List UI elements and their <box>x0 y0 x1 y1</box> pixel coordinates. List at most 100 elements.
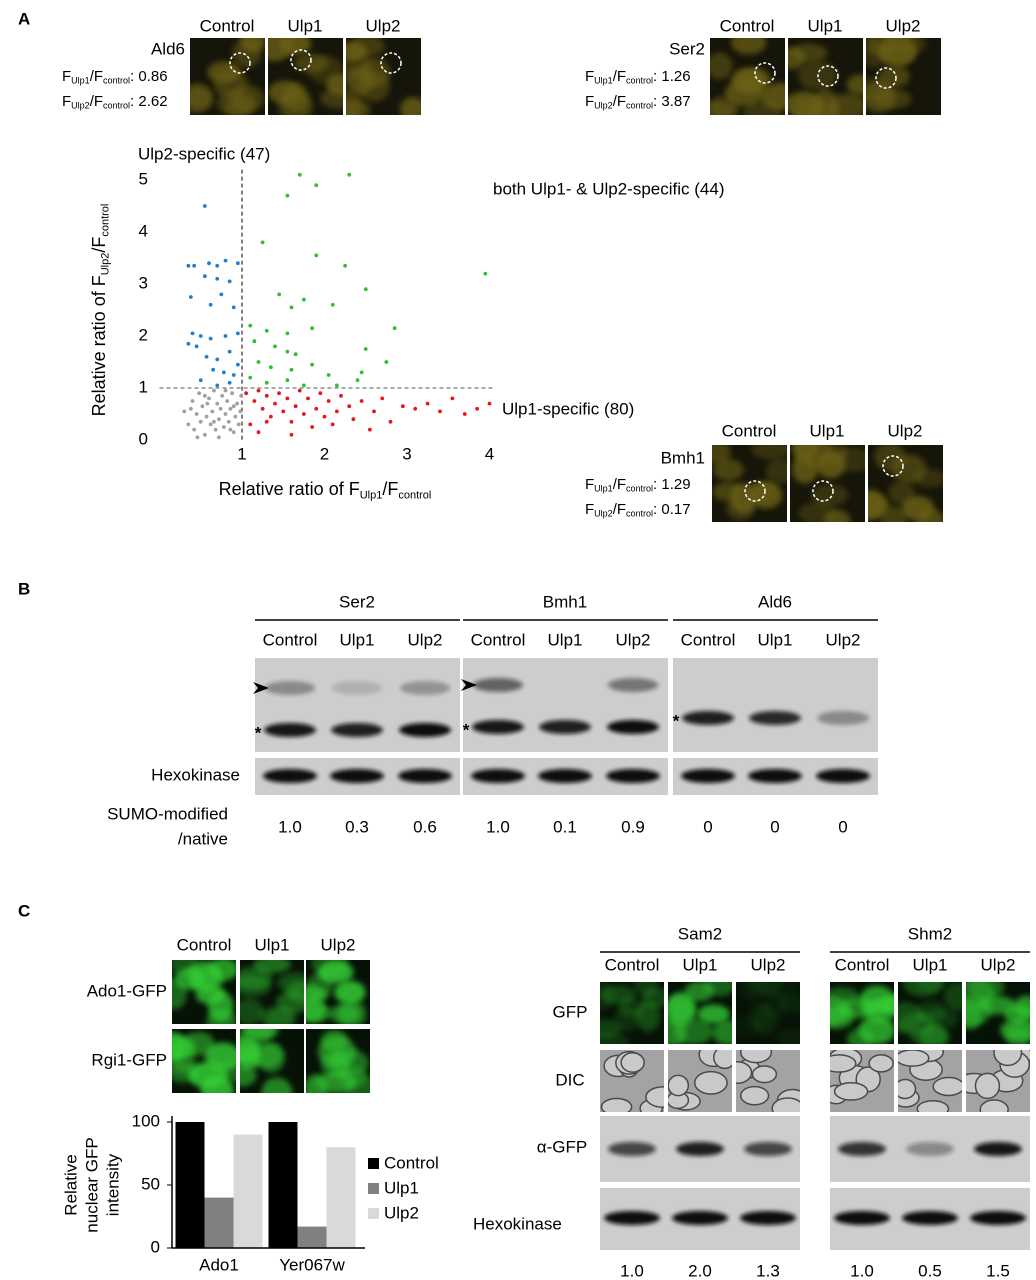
scatter-point <box>363 287 368 292</box>
cell <box>858 1015 894 1044</box>
quantification: 1.3 <box>756 1261 780 1280</box>
lane-label: Ulp2 <box>616 630 651 649</box>
ratio-text: FUlp2/Fcontrol: 3.87 <box>585 93 691 111</box>
scatter-point <box>202 274 207 279</box>
subscript: control <box>103 76 130 86</box>
scatter-point <box>268 414 273 419</box>
scatter-point <box>195 435 200 440</box>
text-part: /F <box>90 68 103 85</box>
scatter-point <box>230 391 235 396</box>
scatter-point <box>326 399 331 403</box>
blot-band <box>539 720 591 734</box>
blot-band <box>817 711 869 725</box>
gfp-image <box>966 982 1030 1044</box>
image-background <box>463 658 668 752</box>
blot-band <box>902 1211 958 1225</box>
cell <box>866 41 889 68</box>
blot-image <box>463 758 668 795</box>
cell <box>328 1004 361 1024</box>
lane-label: Ulp1 <box>810 421 845 440</box>
cell <box>200 1075 234 1093</box>
quantification: 1.0 <box>850 1261 874 1280</box>
dic-image <box>830 1050 894 1112</box>
subscript: control <box>626 484 653 494</box>
subscript: control <box>99 204 111 237</box>
scatter-point <box>215 383 220 388</box>
legend-label: Ulp1 <box>384 1178 419 1197</box>
cell <box>916 1099 950 1112</box>
text-part: F <box>585 476 594 493</box>
cell <box>240 997 264 1024</box>
blot-band <box>974 1142 1022 1156</box>
scatter-point <box>239 393 244 398</box>
scatter-point <box>264 393 269 398</box>
scatter-point <box>256 388 261 393</box>
text-part: /F <box>613 476 626 493</box>
blot-band <box>471 769 525 783</box>
scatter-point <box>256 430 261 435</box>
blot-image <box>673 758 878 795</box>
cell <box>268 38 294 62</box>
yellow-image <box>790 445 865 522</box>
scatter-point <box>198 378 203 383</box>
scatter-point <box>285 378 290 383</box>
blot-band <box>331 723 383 737</box>
cell <box>1014 995 1030 1017</box>
subscript: Ulp1 <box>594 76 613 86</box>
row-label: SUMO-modified <box>107 804 228 823</box>
native-marker: * <box>255 723 262 742</box>
lane-label: Control <box>605 955 660 974</box>
cell <box>729 482 757 514</box>
scatter-point <box>208 336 213 341</box>
blot-band <box>265 681 315 695</box>
blot-band <box>681 769 735 783</box>
lane-label: Control <box>835 955 890 974</box>
protein-label: Ald6 <box>151 39 185 58</box>
gfp-image <box>830 982 894 1044</box>
cell <box>261 1077 293 1093</box>
quantification: 0 <box>838 817 847 836</box>
ratio-text: FUlp2/Fcontrol: 0.17 <box>585 501 691 519</box>
scatter-point <box>268 365 273 370</box>
lane-label: Ulp2 <box>366 16 401 35</box>
lane-label: Ulp1 <box>808 16 843 35</box>
subscript: Ulp2 <box>71 101 90 111</box>
cell <box>751 1065 778 1084</box>
blot-image <box>255 758 460 795</box>
blot-band <box>749 711 801 725</box>
scatter-point <box>227 380 232 385</box>
gfp-image <box>600 982 664 1044</box>
y-axis-label: Relative <box>61 1154 80 1215</box>
scatter-point <box>297 172 302 177</box>
bar <box>326 1147 356 1248</box>
scatter-point <box>217 417 221 422</box>
scatter-point <box>210 409 215 414</box>
cell <box>220 1060 236 1083</box>
cell <box>898 1078 917 1100</box>
scatter-point <box>220 393 225 398</box>
bar <box>233 1134 263 1248</box>
blot-image <box>255 658 460 752</box>
scatter-point <box>359 399 364 403</box>
bar <box>175 1122 205 1248</box>
cell <box>797 502 838 522</box>
text-part: /F <box>382 479 398 499</box>
x-tick-label: 2 <box>320 444 329 463</box>
gfp-image <box>172 960 236 1024</box>
scatter-point <box>217 435 221 440</box>
gfp-image <box>240 960 304 1024</box>
cell <box>730 38 767 55</box>
scatter-point <box>205 401 210 406</box>
gfp-image <box>898 982 962 1044</box>
scatter-point <box>218 406 223 411</box>
cell <box>294 53 328 73</box>
scatter-point <box>248 422 253 427</box>
highlight-circle <box>882 455 904 477</box>
text-part: /F <box>613 93 626 110</box>
scatter-point <box>235 261 240 266</box>
cell <box>1005 1027 1030 1044</box>
scatter-point <box>285 349 290 354</box>
cell <box>777 994 800 1013</box>
cell <box>710 52 733 80</box>
cell <box>263 1007 295 1024</box>
